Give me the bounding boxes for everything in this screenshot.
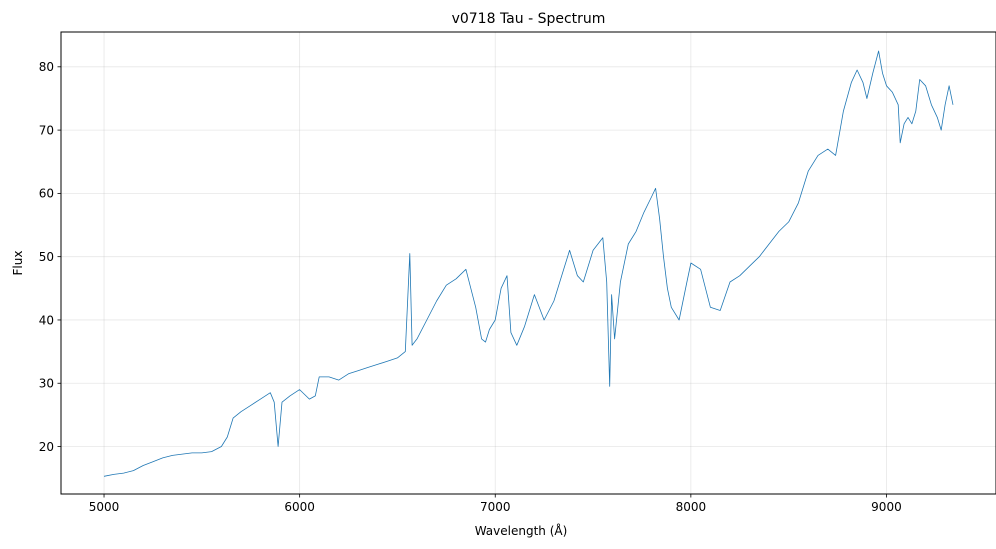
y-tick-label: 70 [39,123,54,137]
series-layer [103,50,954,477]
x-axis-label: Wavelength (Å) [475,523,568,538]
y-tick-label: 60 [39,187,54,201]
y-tick-label: 20 [39,440,54,454]
y-tick-label: 50 [39,250,54,264]
x-tick-label: 5000 [89,500,120,514]
grid [61,32,996,494]
y-tick-label: 30 [39,377,54,391]
y-axis-label: Flux [11,251,25,276]
x-tick-label: 8000 [676,500,707,514]
y-tick-label: 80 [39,60,54,74]
plot-frame [60,31,996,495]
y-axis: 20 30 40 50 60 70 80 [39,60,61,454]
x-tick-label: 9000 [871,500,902,514]
x-axis: 5000 6000 7000 8000 9000 [89,494,902,514]
y-tick-label: 40 [39,313,54,327]
spectrum-line [103,50,954,477]
chart-title: v0718 Tau - Spectrum [452,11,606,27]
x-tick-label: 6000 [284,500,315,514]
x-tick-label: 7000 [480,500,511,514]
